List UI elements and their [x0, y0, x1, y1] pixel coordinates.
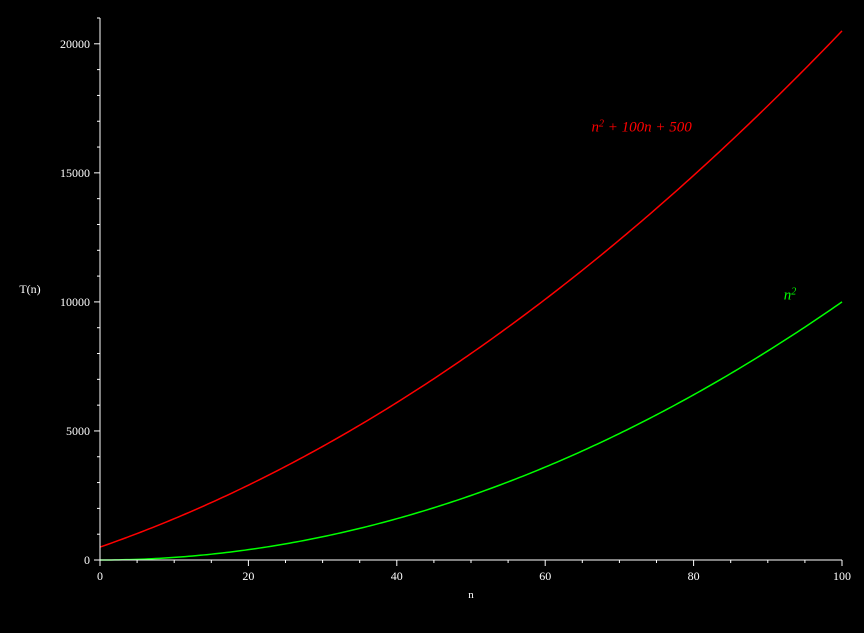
series-label-n_squared_plus: n2 + 100n + 500 — [592, 118, 693, 136]
x-tick-label: 40 — [391, 569, 403, 583]
x-tick-label: 100 — [833, 569, 851, 583]
y-tick-label: 20000 — [60, 37, 90, 51]
y-tick-label: 5000 — [66, 424, 90, 438]
x-tick-label: 0 — [97, 569, 103, 583]
chart-svg: n2n2 + 100n + 500020406080100n0500010000… — [0, 0, 864, 633]
y-tick-label: 0 — [84, 553, 90, 567]
y-tick-label: 15000 — [60, 166, 90, 180]
x-tick-label: 60 — [539, 569, 551, 583]
x-axis-title: n — [468, 589, 474, 601]
y-tick-label: 10000 — [60, 295, 90, 309]
y-axis-title: T(n) — [19, 282, 40, 296]
x-tick-label: 20 — [242, 569, 254, 583]
chart-container: n2n2 + 100n + 500020406080100n0500010000… — [0, 0, 864, 633]
x-tick-label: 80 — [688, 569, 700, 583]
chart-background — [0, 0, 864, 633]
